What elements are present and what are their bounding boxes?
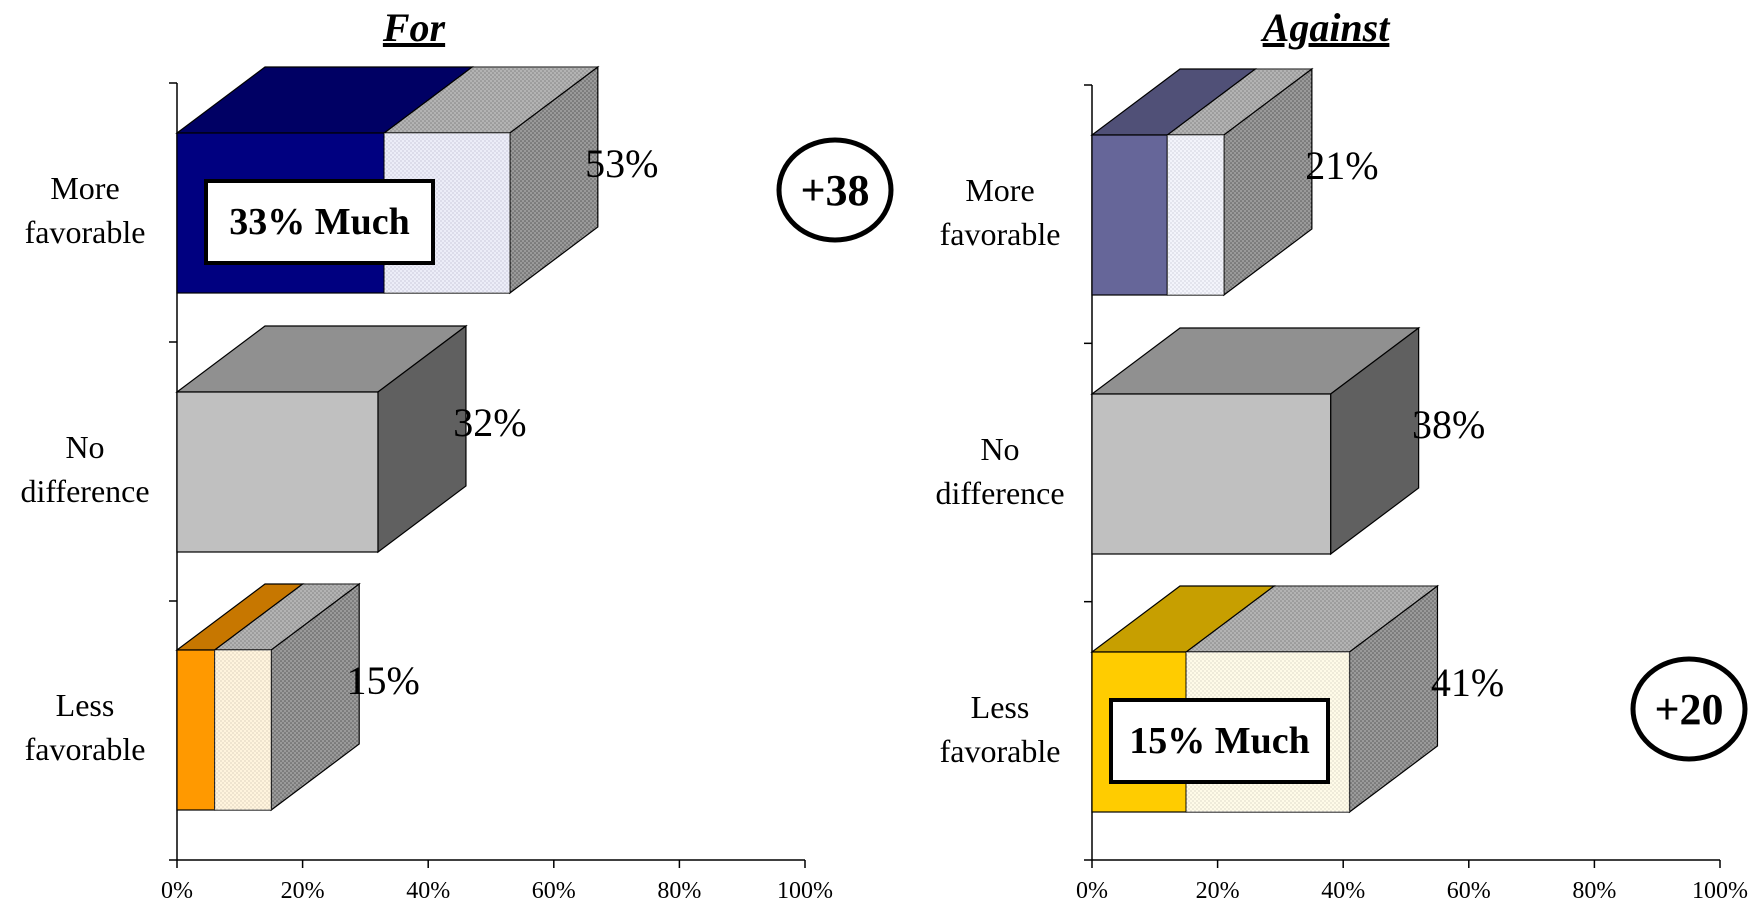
- much-callout-box: [204, 179, 435, 265]
- x-tick-label: 20%: [281, 878, 325, 904]
- category-label: favorable: [940, 733, 1061, 769]
- category-label: Less: [56, 687, 115, 723]
- against-chart-title: Against: [1260, 5, 1392, 50]
- value-label: 41%: [1431, 660, 1504, 705]
- for-chart-title: For: [382, 5, 446, 50]
- x-tick-label: 0%: [161, 878, 193, 904]
- against-chart-panel: Against 0% 20% 40% 60% 80% 100% 21% More favorab…: [935, 5, 1748, 904]
- much-callout-label: 33% Much: [229, 201, 410, 243]
- x-tick-label: 60%: [1447, 878, 1491, 904]
- bar-much-segment: [1091, 134, 1168, 296]
- less-favorable-bar: [175, 582, 362, 812]
- category-label: Less: [971, 689, 1030, 725]
- much-callout-box: [1109, 698, 1330, 784]
- x-tick-label: 0%: [1076, 878, 1108, 904]
- category-label: More: [50, 170, 119, 206]
- more-favorable-bar: [1090, 67, 1314, 297]
- much-callout-label: 15% Much: [1129, 720, 1310, 762]
- no-difference-bar: [175, 324, 468, 554]
- category-label: favorable: [25, 214, 146, 250]
- net-difference-badge: [1630, 656, 1748, 762]
- category-label: No: [980, 431, 1019, 467]
- category-label: favorable: [25, 731, 146, 767]
- no-difference-bar: [1090, 326, 1421, 556]
- value-label: 32%: [453, 400, 526, 445]
- x-tick-label: 80%: [657, 878, 701, 904]
- for-chart-panel: For 0% 20% 40% 60% 80% 100% 53% More favorable 32…: [20, 5, 894, 904]
- x-tick-label: 100%: [777, 878, 833, 904]
- category-label: No: [65, 429, 104, 465]
- x-tick-label: 40%: [1321, 878, 1365, 904]
- category-label: favorable: [940, 216, 1061, 252]
- x-tick-label: 100%: [1692, 878, 1748, 904]
- category-label: difference: [20, 473, 149, 509]
- x-tick-label: 40%: [406, 878, 450, 904]
- x-tick-label: 80%: [1572, 878, 1616, 904]
- net-difference-label: +38: [800, 166, 869, 215]
- value-label: 15%: [347, 658, 420, 703]
- category-label: More: [965, 172, 1034, 208]
- value-label: 53%: [585, 141, 658, 186]
- value-label: 38%: [1412, 402, 1485, 447]
- net-difference-badge: [776, 137, 894, 243]
- bar-some-texture: [1167, 135, 1224, 295]
- bar-some-texture: [214, 650, 272, 810]
- net-difference-label: +20: [1654, 685, 1723, 734]
- bar-front-face: [1091, 393, 1332, 555]
- bar-front-face: [176, 391, 379, 553]
- x-tick-label: 20%: [1196, 878, 1240, 904]
- category-label: difference: [935, 475, 1064, 511]
- bar-much-segment: [176, 649, 216, 811]
- x-tick-label: 60%: [532, 878, 576, 904]
- value-label: 21%: [1305, 143, 1378, 188]
